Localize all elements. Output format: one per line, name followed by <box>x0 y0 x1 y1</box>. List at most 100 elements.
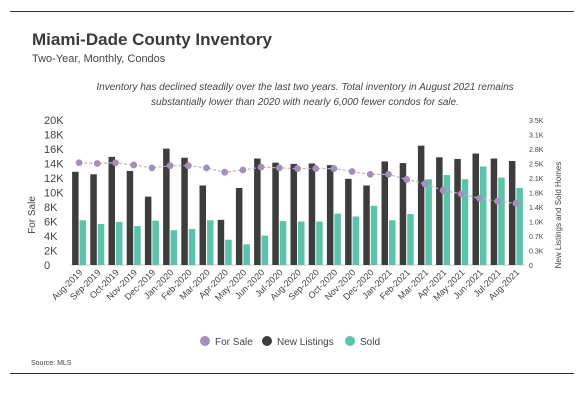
y2-tick-label: 2.1K <box>529 176 544 183</box>
sold-bar <box>298 221 305 265</box>
new-listings-bar <box>72 171 79 265</box>
for-sale-point <box>385 170 392 178</box>
new-listings-bar <box>490 158 498 265</box>
sold-bar <box>316 221 323 265</box>
for-sale-point <box>130 161 138 169</box>
y-tick-label: 10K <box>44 188 64 200</box>
y2-tick-label: 1.8K <box>529 191 544 198</box>
new-listings-bar <box>235 187 243 265</box>
for-sale-point <box>93 160 101 167</box>
y-tick-label: 2K <box>44 246 58 258</box>
top-divider <box>10 11 574 12</box>
for-sale-point <box>294 165 301 172</box>
new-listings-bar <box>90 174 97 265</box>
for-sale-point <box>112 159 119 167</box>
new-listings-bar <box>163 148 170 265</box>
sold-bar <box>461 179 469 265</box>
sold-bar <box>225 239 232 265</box>
sold-bar <box>498 177 505 265</box>
for-sale-point <box>184 162 192 170</box>
legend-label: For Sale <box>215 337 253 348</box>
new-listings-bar <box>326 165 334 265</box>
for-sale-point <box>275 164 283 172</box>
new-listings-bar <box>508 161 516 265</box>
legend-label: Sold <box>360 337 380 348</box>
y2-tick-label: 1.0K <box>529 220 544 227</box>
new-listings-bar <box>181 157 188 265</box>
for-sale-point <box>148 164 156 172</box>
legend-label: New Listings <box>277 337 334 348</box>
new-listings-bar <box>454 158 461 265</box>
legend-swatch <box>262 336 272 346</box>
for-sale-point <box>439 186 447 194</box>
for-sale-point <box>476 194 483 202</box>
new-listings-bar <box>199 185 206 265</box>
source-note: Source: MLS <box>31 360 72 367</box>
for-sale-point <box>348 168 356 175</box>
chart-bars <box>72 145 523 265</box>
y2-tick-label: 3.5K <box>529 118 544 125</box>
sold-bar <box>407 214 414 265</box>
for-sale-point <box>239 166 247 174</box>
y2-tick-label: 0.7K <box>529 234 544 241</box>
new-listings-bar <box>272 162 279 265</box>
sold-bar <box>134 226 141 265</box>
y2-tick-label: 3.1K <box>529 133 544 140</box>
sold-bar <box>389 220 396 265</box>
sold-bar <box>425 179 432 265</box>
y-tick-label: 0 <box>44 260 50 272</box>
for-sale-point <box>330 165 338 172</box>
for-sale-point <box>512 199 520 207</box>
y2-tick-label: 0 <box>529 263 533 270</box>
new-listings-bar <box>417 145 425 265</box>
y2-tick-label: 1.4K <box>529 205 544 212</box>
for-sale-point <box>366 170 374 178</box>
sold-bar <box>97 223 105 265</box>
sold-bar <box>279 221 287 265</box>
new-listings-bar <box>144 196 152 265</box>
sold-bar <box>352 216 360 265</box>
sold-bar <box>516 187 523 265</box>
new-listings-bar <box>381 161 388 265</box>
sold-bar <box>152 220 159 265</box>
for-sale-point <box>403 176 411 183</box>
for-sale-point <box>203 164 210 172</box>
y-tick-label: 6K <box>44 217 58 229</box>
new-listings-bar <box>126 170 134 265</box>
y2-tick-label: 0.3K <box>529 249 544 256</box>
sold-bar <box>243 244 250 265</box>
new-listings-bar <box>345 178 352 265</box>
chart-legend: For Sale New Listings Sold <box>200 336 380 348</box>
for-sale-point <box>457 190 465 198</box>
for-sale-point <box>75 159 83 167</box>
sold-bar <box>334 213 341 265</box>
y2-tick-label: 2.8K <box>529 147 544 154</box>
sold-bar <box>443 175 451 265</box>
y-tick-label: 18K <box>44 130 64 142</box>
sold-bar <box>116 221 123 265</box>
chart-title: Miami-Dade County Inventory <box>32 30 272 49</box>
chart-annotation: Inventory has declined steadily over the… <box>96 82 514 108</box>
y-tick-label: 12K <box>44 173 64 185</box>
new-listings-bar <box>363 185 370 265</box>
y-axis-label: For Sale <box>27 196 38 234</box>
legend-swatch <box>345 336 355 346</box>
for-sale-point <box>166 162 174 170</box>
bottom-divider <box>10 373 574 374</box>
legend-swatch <box>200 336 210 346</box>
new-listings-bar <box>217 219 225 265</box>
sold-bar <box>170 230 178 265</box>
y-tick-label: 16K <box>44 144 64 156</box>
for-sale-point <box>312 165 320 172</box>
for-sale-line-series <box>75 159 520 207</box>
sold-bar <box>480 166 487 265</box>
for-sale-point <box>421 180 429 188</box>
sold-bar <box>188 228 196 265</box>
y-tick-label: 20K <box>44 115 64 127</box>
new-listings-bar <box>108 156 115 265</box>
sold-bar <box>261 235 269 265</box>
new-listings-bar <box>254 158 261 265</box>
y-tick-label: 8K <box>44 202 58 214</box>
chart-subtitle: Two-Year, Monthly, Condos <box>32 53 166 65</box>
